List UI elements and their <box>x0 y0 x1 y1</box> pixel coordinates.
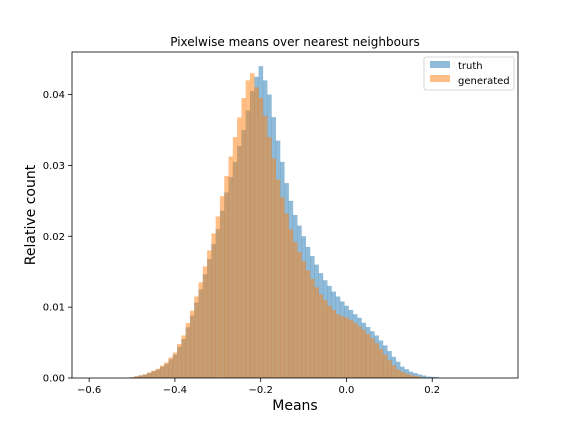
bar-generated <box>245 80 251 378</box>
bar-generated <box>159 365 165 378</box>
bar-generated <box>361 329 367 378</box>
bar-generated <box>254 87 259 378</box>
bar-generated <box>241 98 246 378</box>
bar-truth <box>412 373 418 378</box>
bar-generated <box>211 233 216 378</box>
bar-generated <box>262 115 268 379</box>
bar-generated <box>391 365 397 378</box>
bar-generated <box>219 196 225 378</box>
bar-generated <box>340 316 345 378</box>
y-tick-label: 0.01 <box>43 303 65 314</box>
bar-generated <box>279 197 285 378</box>
bar-generated <box>387 360 392 378</box>
bar-generated <box>155 368 161 378</box>
bar-truth <box>417 374 422 378</box>
bar-generated <box>147 372 152 378</box>
y-axis-label: Relative count <box>23 164 39 265</box>
bar-generated <box>297 251 302 378</box>
bar-generated <box>301 261 307 378</box>
legend-swatch-generated <box>430 75 450 82</box>
bar-generated <box>189 310 195 378</box>
y-tick-label: 0.03 <box>43 161 65 172</box>
bar-generated <box>151 370 156 378</box>
bar-truth <box>430 376 435 378</box>
bar-generated <box>400 371 405 378</box>
bar-generated <box>258 98 264 378</box>
y-tick-label: 0.02 <box>43 232 65 243</box>
bar-truth <box>425 376 431 378</box>
legend-label-generated: generated <box>458 76 510 87</box>
x-tick-label: −0.6 <box>77 385 101 396</box>
bar-generated <box>412 375 418 378</box>
bar-generated <box>138 375 144 378</box>
bar-generated <box>318 294 324 378</box>
x-tick-label: −0.4 <box>163 385 187 396</box>
bar-generated <box>404 373 409 378</box>
bar-generated <box>224 176 229 378</box>
bar-generated <box>202 266 208 378</box>
bar-generated <box>249 73 255 379</box>
bar-generated <box>172 352 178 378</box>
bar-generated <box>305 270 311 378</box>
bar-generated <box>395 369 401 378</box>
bar-truth <box>421 375 427 378</box>
legend-swatch-truth <box>430 61 450 68</box>
bar-generated <box>228 156 234 378</box>
bar-generated <box>207 250 212 378</box>
bar-truth <box>404 369 409 378</box>
bar-generated <box>417 376 422 378</box>
bar-generated <box>374 343 379 378</box>
series-generated <box>129 73 422 379</box>
x-tick-label: −0.2 <box>249 385 273 396</box>
bar-generated <box>142 374 148 378</box>
bar-generated <box>275 179 281 378</box>
bar-generated <box>198 282 204 378</box>
bar-generated <box>352 322 358 378</box>
bar-generated <box>382 354 388 378</box>
y-tick-label: 0.00 <box>43 374 65 385</box>
bar-generated <box>267 137 272 378</box>
bar-generated <box>194 296 199 378</box>
bar-generated <box>365 334 371 378</box>
bar-generated <box>292 241 298 378</box>
bars-layer <box>129 66 439 379</box>
bar-generated <box>408 374 414 378</box>
bar-generated <box>284 213 289 378</box>
y-axis-ticks: 0.00 0.01 0.02 0.03 0.04 <box>43 90 72 385</box>
bar-generated <box>370 338 375 378</box>
bar-generated <box>322 300 328 378</box>
x-axis-ticks: −0.6 −0.4 −0.2 0.0 0.2 <box>77 378 440 396</box>
chart-title: Pixelwise means over nearest neighbours <box>170 35 420 49</box>
x-axis-label: Means <box>272 398 317 414</box>
y-tick-label: 0.04 <box>43 90 65 101</box>
bar-generated <box>237 117 242 378</box>
bar-generated <box>327 305 332 378</box>
x-tick-label: 0.0 <box>339 385 355 396</box>
bar-generated <box>168 357 174 378</box>
bar-generated <box>348 319 354 378</box>
bar-truth <box>408 371 414 378</box>
bar-generated <box>314 287 319 378</box>
bar-generated <box>335 314 341 378</box>
bar-generated <box>164 362 169 378</box>
bar-truth <box>434 377 439 378</box>
bar-generated <box>232 137 238 378</box>
bar-generated <box>331 309 337 378</box>
bar-generated <box>134 376 139 378</box>
plot-frame <box>71 51 519 379</box>
bar-generated <box>215 216 221 378</box>
bar-generated <box>185 323 191 378</box>
bar-generated <box>181 335 186 378</box>
bar-generated <box>378 348 384 378</box>
bar-generated <box>288 229 294 378</box>
legend: truth generated <box>423 56 515 91</box>
x-tick-label: 0.2 <box>424 385 440 396</box>
bar-generated <box>357 326 362 378</box>
bar-generated <box>310 278 315 378</box>
bar-generated <box>344 317 349 378</box>
bar-generated <box>177 343 182 378</box>
bar-generated <box>271 158 277 378</box>
legend-label-truth: truth <box>458 61 483 72</box>
